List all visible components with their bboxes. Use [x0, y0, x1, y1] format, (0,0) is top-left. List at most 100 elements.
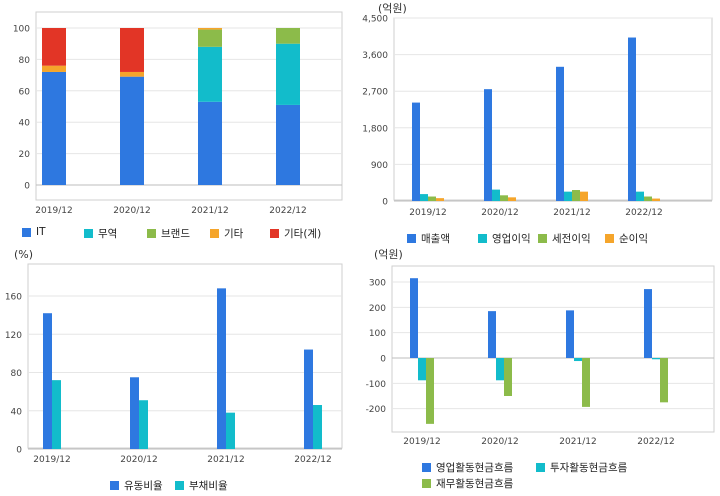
legend-label: 기타(계) — [284, 228, 322, 240]
legend-item: IT — [22, 226, 46, 238]
plot-frame — [391, 265, 715, 433]
legend-swatch — [210, 229, 219, 238]
y-tick-label: 200 — [369, 304, 386, 314]
bar — [226, 412, 235, 449]
legend-swatch — [110, 481, 119, 490]
bar — [556, 66, 564, 201]
bar — [504, 358, 512, 396]
y-tick-label: 60 — [19, 87, 31, 97]
plot-frame — [393, 17, 713, 201]
bar — [313, 405, 322, 449]
bar — [652, 198, 660, 201]
bar-segment — [198, 101, 222, 185]
cashflow-chart: (억원) -200 -100 0 100 200 300 2019/12 2020/12 2021… — [366, 248, 715, 447]
x-tick-label: 2019/12 — [35, 206, 72, 216]
legend-label: 투자활동현금흐름 — [550, 462, 628, 474]
bar — [652, 358, 660, 360]
legend-swatch — [84, 229, 93, 238]
legend-label: 매출액 — [421, 233, 450, 245]
y-tick-label: 1,800 — [362, 124, 388, 134]
y-tick-label: 100 — [13, 25, 30, 35]
x-tick-label: 2020/12 — [113, 206, 150, 216]
legend-label: 재무활동현금흐름 — [436, 478, 514, 490]
legend-item: 기타 — [210, 226, 243, 241]
x-tick-label: 2020/12 — [481, 208, 518, 218]
legend-item: 매출액 — [407, 231, 450, 246]
y-tick-label: 80 — [19, 56, 31, 66]
unit-label: (%) — [14, 248, 33, 261]
legend-swatch — [605, 234, 614, 243]
y-tick-label: -200 — [366, 405, 387, 415]
bar-segment — [276, 104, 300, 185]
y-tick-label: 20 — [19, 150, 31, 160]
x-tick-label: 2019/12 — [33, 455, 70, 465]
x-tick-label: 2020/12 — [120, 455, 157, 465]
bar — [644, 289, 652, 358]
ratio-chart: (%) 0 40 80 120 160 2019/12 2020/12 2021/12 2022/… — [5, 248, 343, 465]
bar-segment — [276, 43, 300, 105]
composition-legend: IT 무역 브랜드 기타 기타(계) — [0, 220, 350, 248]
x-tick-label: 2021/12 — [207, 455, 244, 465]
legend-item: 무역 — [84, 226, 117, 241]
y-tick-label: 0 — [382, 198, 388, 208]
y-tick-label: 160 — [5, 293, 22, 303]
bar-segment — [42, 65, 66, 72]
legend-item: 브랜드 — [147, 226, 190, 241]
bar — [572, 190, 580, 201]
bar-segment — [276, 28, 300, 44]
bar — [420, 194, 428, 201]
legend-swatch — [407, 234, 416, 243]
bar — [496, 358, 504, 381]
bar — [426, 358, 434, 424]
legend-swatch — [22, 227, 31, 237]
y-tick-label: 40 — [11, 407, 23, 417]
legend-swatch — [536, 463, 545, 472]
x-tick-label: 2020/12 — [481, 437, 518, 447]
legend-swatch — [175, 481, 184, 490]
bar-segment — [42, 71, 66, 185]
x-tick-label: 2022/12 — [637, 437, 674, 447]
legend-item: 세전이익 — [538, 231, 591, 246]
legend-swatch — [422, 479, 431, 488]
bar-segment — [198, 28, 222, 30]
bar — [580, 191, 588, 201]
bar — [492, 189, 500, 201]
legend-swatch — [422, 463, 431, 472]
bar — [628, 37, 636, 201]
composition-chart-panel: 0 20 40 60 80 100 2019/12 2020/12 2021/12 2022/12… — [0, 0, 350, 248]
legend-label: 브랜드 — [161, 228, 190, 240]
y-tick-label: 80 — [11, 369, 23, 379]
bar-segment — [120, 71, 144, 77]
y-tick-label: 100 — [369, 329, 386, 339]
plot-frame — [27, 263, 343, 449]
composition-chart: 0 20 40 60 80 100 2019/12 2020/12 2021/12 2022/12 — [13, 11, 343, 216]
y-tick-label: 2,700 — [362, 88, 388, 98]
bar — [636, 191, 644, 201]
bar — [582, 358, 590, 407]
y-tick-label: 0 — [24, 182, 30, 192]
bar — [217, 288, 226, 449]
legend-label: IT — [36, 226, 46, 238]
legend-label: 순이익 — [619, 233, 648, 245]
bar-segment — [42, 28, 66, 66]
x-tick-label: 2022/12 — [294, 455, 331, 465]
bar — [508, 197, 516, 201]
x-tick-label: 2019/12 — [409, 208, 446, 218]
y-tick-label: 0 — [16, 446, 22, 456]
bar — [418, 358, 426, 381]
ratio-chart-panel: (%) 0 40 80 120 160 2019/12 2020/12 2021/12 2022/… — [0, 248, 350, 496]
bar — [130, 377, 139, 449]
y-tick-label: 120 — [5, 331, 22, 341]
x-tick-label: 2019/12 — [403, 437, 440, 447]
y-tick-label: 900 — [371, 161, 388, 171]
legend-item: 영업이익 — [478, 231, 531, 246]
bar — [52, 380, 61, 449]
legend-label: 부채비율 — [189, 480, 228, 492]
bar-segment — [120, 76, 144, 185]
legend-label: 기타 — [224, 228, 244, 240]
legend-item: 영업활동현금흐름 — [422, 460, 513, 475]
legend-label: 유동비율 — [124, 480, 163, 492]
legend-swatch — [147, 229, 156, 238]
y-tick-label: 300 — [369, 279, 386, 289]
